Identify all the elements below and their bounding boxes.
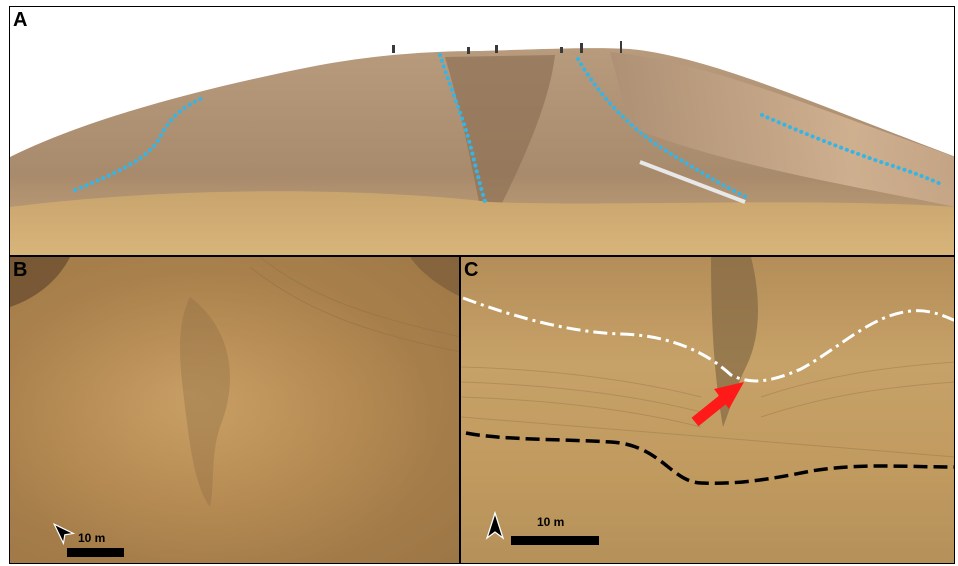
summit-figures (392, 41, 622, 54)
foreground-ground (10, 191, 954, 255)
dotted-line-4 (760, 113, 945, 187)
dash-dot-line (462, 296, 954, 383)
striations (461, 361, 954, 458)
north-arrow-icon (485, 510, 505, 540)
panel-b-scene (10, 257, 459, 563)
trench (445, 55, 555, 207)
panel-c-letter: C (464, 259, 479, 281)
dashed-line (465, 431, 954, 486)
dotted-line-1 (73, 95, 207, 192)
scale-bar (511, 536, 599, 545)
panel-c-scene (461, 257, 954, 540)
scale-bar (67, 548, 124, 557)
dotted-line-3 (576, 57, 750, 200)
panel-a-scene (10, 7, 954, 255)
corner-patch-left (10, 257, 70, 307)
panel-b: B 10 m (9, 256, 460, 564)
scale-label: 10 m (537, 515, 565, 529)
red-arrow (691, 382, 744, 427)
gully (711, 257, 758, 427)
panel-a-letter: A (13, 9, 28, 31)
corner-patch-right (410, 257, 459, 296)
panel-b-letter: B (13, 259, 28, 281)
scale-label: 10 m (78, 531, 106, 545)
dotted-lines (73, 53, 945, 207)
panel-c: C 10 m (460, 256, 955, 564)
scar (180, 297, 230, 507)
north-arrow-icon (52, 522, 76, 546)
panel-a: A (9, 6, 955, 256)
dotted-line-2 (438, 53, 488, 207)
hill-right-face (610, 52, 954, 207)
excavation-strip (639, 160, 746, 204)
